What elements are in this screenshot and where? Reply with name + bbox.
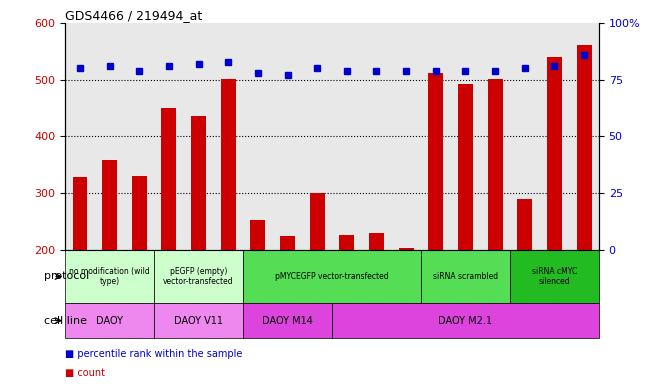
Bar bbox=[221, 79, 236, 250]
Bar bbox=[428, 73, 443, 250]
Text: protocol: protocol bbox=[44, 271, 90, 281]
Bar bbox=[488, 79, 503, 250]
Bar bbox=[280, 236, 295, 250]
Bar bbox=[65, 303, 154, 338]
Bar bbox=[547, 57, 562, 250]
Text: DAOY V11: DAOY V11 bbox=[174, 316, 223, 326]
Bar bbox=[191, 116, 206, 250]
Bar bbox=[339, 235, 354, 250]
Text: cell line: cell line bbox=[44, 316, 87, 326]
Bar bbox=[251, 220, 266, 250]
Bar bbox=[161, 108, 176, 250]
Text: pEGFP (empty)
vector-transfected: pEGFP (empty) vector-transfected bbox=[163, 267, 234, 286]
Bar bbox=[310, 193, 325, 250]
Bar bbox=[102, 160, 117, 250]
Bar bbox=[369, 233, 384, 250]
Text: DAOY M2.1: DAOY M2.1 bbox=[439, 316, 492, 326]
Text: DAOY M14: DAOY M14 bbox=[262, 316, 313, 326]
Bar bbox=[421, 250, 510, 303]
Text: siRNA scrambled: siRNA scrambled bbox=[433, 272, 498, 281]
Bar bbox=[154, 303, 243, 338]
Text: pMYCEGFP vector-transfected: pMYCEGFP vector-transfected bbox=[275, 272, 389, 281]
Text: ■ percentile rank within the sample: ■ percentile rank within the sample bbox=[65, 349, 242, 359]
Bar bbox=[510, 250, 599, 303]
Bar bbox=[154, 250, 243, 303]
Text: no modification (wild
type): no modification (wild type) bbox=[69, 267, 150, 286]
Bar bbox=[458, 84, 473, 250]
Bar bbox=[398, 248, 413, 250]
Bar bbox=[332, 303, 599, 338]
Bar bbox=[72, 177, 87, 250]
Text: siRNA cMYC
silenced: siRNA cMYC silenced bbox=[532, 267, 577, 286]
Bar bbox=[132, 176, 146, 250]
Bar bbox=[65, 250, 154, 303]
Text: ■ count: ■ count bbox=[65, 368, 105, 378]
Bar bbox=[518, 199, 533, 250]
Bar bbox=[577, 45, 592, 250]
Text: DAOY: DAOY bbox=[96, 316, 123, 326]
Bar bbox=[243, 250, 421, 303]
Text: GDS4466 / 219494_at: GDS4466 / 219494_at bbox=[65, 9, 202, 22]
Bar bbox=[243, 303, 332, 338]
